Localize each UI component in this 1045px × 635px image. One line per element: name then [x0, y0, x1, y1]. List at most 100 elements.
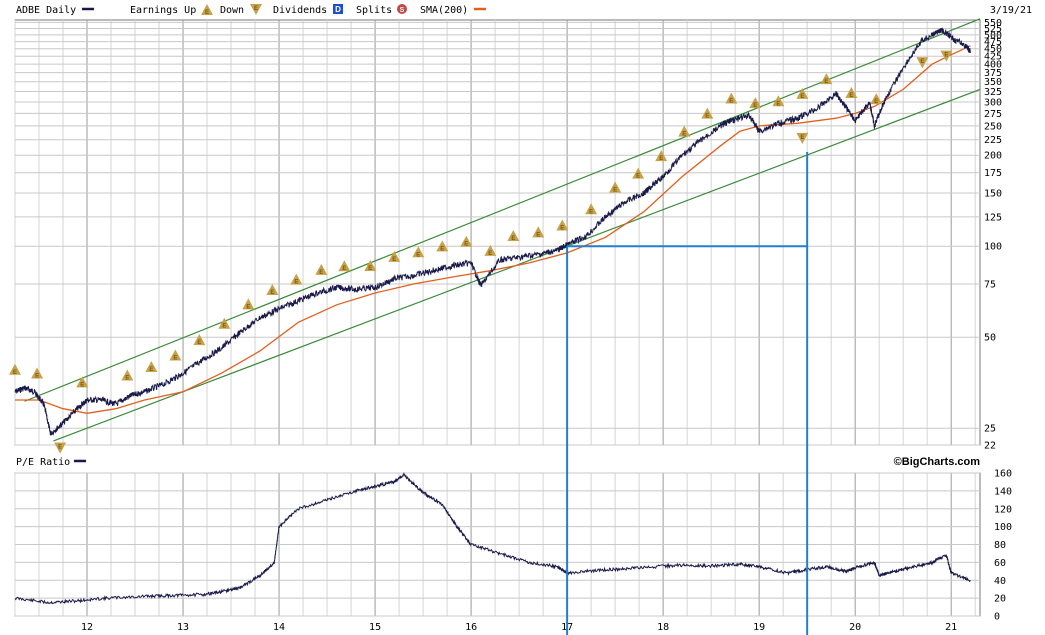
earnings-glyph: E [80, 382, 84, 388]
earnings-glyph: E [800, 94, 804, 100]
price-tick-label: 400 [984, 60, 1002, 71]
annotation-overlay [566, 151, 809, 635]
price-tick-label: 175 [984, 168, 1002, 179]
earnings-glyph: E [35, 374, 39, 380]
earnings-up-triangle [290, 273, 303, 285]
x-tick-label: 18 [657, 622, 669, 633]
earnings-glyph: E [13, 370, 17, 376]
earnings-up-marker: E [31, 367, 44, 380]
x-tick-label: 21 [945, 622, 957, 633]
trendline [24, 18, 981, 402]
earnings-up-marker: E [484, 244, 497, 257]
price-grid [14, 20, 980, 446]
earnings-up-marker: E [388, 250, 401, 263]
earnings-up-marker: E [436, 240, 449, 252]
x-tick-label: 12 [81, 622, 93, 633]
price-tick-label: 525 [984, 24, 1002, 35]
price-tick-label: 100 [984, 242, 1002, 253]
earnings-up-marker: E [655, 150, 668, 162]
earnings-glyph: E [342, 266, 346, 272]
pe-y-axis: 160 140 120 100 80 60 40 20 0 [994, 469, 1012, 623]
earnings-up-marker: E [556, 219, 569, 232]
earnings-down-triangle [940, 50, 953, 62]
earnings-glyph: E [246, 304, 250, 310]
earnings-up-marker: E [585, 203, 598, 215]
price-tick-label: 200 [984, 151, 1002, 162]
price-tick-label: 75 [984, 279, 996, 290]
earnings-up-marker: E [315, 263, 328, 276]
dividend-icon: D [333, 4, 343, 14]
earnings-up-marker: E [632, 167, 645, 180]
legend-earnings-up: Earnings Up [130, 5, 196, 16]
earnings-up-triangle [388, 250, 401, 262]
earnings-glyph: E [729, 98, 733, 104]
earnings-glyph: E [58, 444, 62, 450]
pe-tick-label: 120 [994, 504, 1012, 515]
earnings-up-marker: E [796, 87, 809, 100]
earnings-up-triangle [266, 284, 279, 296]
earnings-up-triangle [772, 95, 785, 107]
earnings-up-triangle [532, 226, 545, 238]
earnings-up-triangle [845, 87, 858, 99]
earnings-up-triangle [870, 93, 883, 105]
pe-title: P/E Ratio [16, 457, 70, 468]
earnings-glyph: E [824, 79, 828, 85]
earnings-up-marker: E [460, 235, 473, 248]
earnings-up-marker: E [507, 230, 520, 242]
earnings-up-triangle [218, 317, 231, 329]
price-legend: ADBE Daily Earnings Up E Down E Dividend… [16, 4, 1032, 16]
price-tick-label: 22 [984, 441, 996, 452]
earnings-up-triangle [556, 219, 569, 231]
pe-tick-label: 140 [994, 486, 1012, 497]
price-tick-label: 425 [984, 52, 1002, 63]
pe-tick-label: 60 [994, 558, 1006, 569]
price-tick-label: 25 [984, 424, 996, 435]
legend-splits: Splits [356, 5, 392, 16]
earnings-glyph: E [944, 53, 948, 59]
price-tick-label: 275 [984, 109, 1002, 120]
earnings-up-marker: E [678, 125, 691, 138]
earnings-glyph: E [920, 59, 924, 65]
earnings-up-triangle [76, 376, 89, 388]
earnings-up-triangle [436, 240, 449, 252]
x-tick-label: 19 [753, 622, 765, 633]
earnings-up-marker: E [121, 369, 134, 381]
earnings-up-triangle [655, 150, 668, 162]
x-tick-label: 20 [849, 622, 861, 633]
pe-tick-label: 20 [994, 594, 1006, 605]
earnings-glyph: E [589, 209, 593, 215]
earnings-up-marker: E [412, 246, 425, 258]
earnings-glyph: E [874, 99, 878, 105]
price-tick-label: 350 [984, 77, 1002, 88]
x-tick-label: 14 [273, 622, 285, 633]
earnings-up-triangle [749, 97, 762, 109]
earnings-down-triangle [54, 442, 67, 454]
earnings-glyph: E [464, 242, 468, 248]
earnings-up-triangle [121, 369, 134, 381]
earnings-down-marker: E [796, 132, 809, 144]
earnings-glyph: E [511, 236, 515, 242]
earnings-glyph: E [659, 156, 663, 162]
earnings-up-triangle [242, 298, 255, 310]
earnings-up-triangle [609, 181, 622, 193]
earnings-up-triangle [460, 235, 473, 247]
earnings-glyph: E [270, 290, 274, 296]
earnings-up-marker: E [145, 361, 158, 373]
earnings-glyph: E [560, 226, 564, 232]
price-plot-area [14, 19, 981, 446]
price-tick-label: 500 [984, 30, 1002, 41]
pe-ratio-line [14, 472, 971, 605]
earnings-up-triangle [364, 259, 377, 271]
earnings-down-marker: E [940, 50, 953, 62]
earnings-up-triangle [9, 363, 21, 375]
split-icon: S [397, 4, 407, 14]
earnings-up-marker: E [290, 273, 303, 286]
earnings-up-marker: E [749, 97, 762, 109]
earnings-markers: E E E E E E E E E E E E E E E E E E E E E E E E E E E E E E E E E E E E E E E [9, 50, 953, 454]
earnings-up-triangle [632, 167, 645, 179]
svg-text:S: S [400, 7, 405, 14]
earnings-glyph: E [149, 367, 153, 373]
earnings-up-marker: E [609, 181, 622, 193]
